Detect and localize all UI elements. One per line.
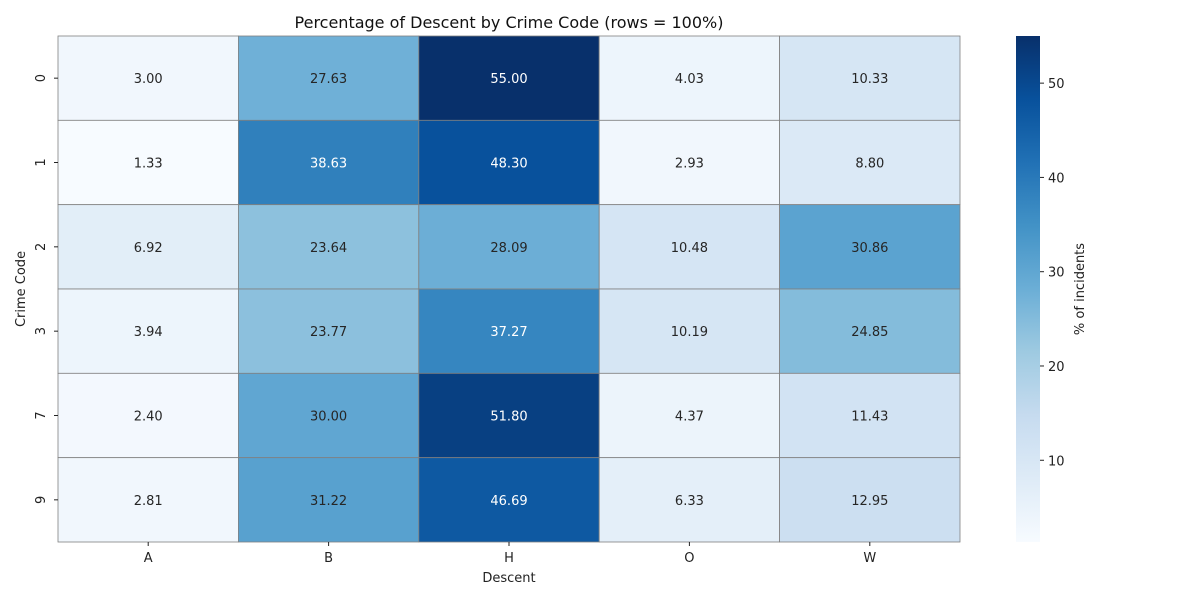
colorbar-gradient xyxy=(1016,36,1040,542)
heatmap-cell xyxy=(779,119,961,206)
y-tick-label: 0 xyxy=(34,74,49,82)
heatmap-cells: 3.00 27.63 55.00 4.03 10.33 1.33 38.63 48.30 2.9… xyxy=(57,35,961,543)
colorbar-tick-label: 20 xyxy=(1048,360,1065,375)
heatmap-cell xyxy=(418,204,600,290)
cell-value-label: 30.86 xyxy=(851,241,888,256)
cell-value-label: 4.37 xyxy=(675,410,704,425)
cell-value-label: 23.77 xyxy=(310,325,347,340)
cell-value-label: 31.22 xyxy=(310,494,347,509)
x-tick-label: B xyxy=(324,551,333,566)
cell-value-label: 30.00 xyxy=(310,410,347,425)
cell-value-label: 2.93 xyxy=(675,157,704,172)
cell-value-label: 2.40 xyxy=(134,410,163,425)
heatmap-cell xyxy=(237,457,420,543)
colorbar-tick-label: 40 xyxy=(1048,171,1065,186)
y-tick-label: 1 xyxy=(34,158,49,166)
cell-value-label: 10.19 xyxy=(671,325,708,340)
x-tick-label: O xyxy=(684,551,694,566)
y-axis-label: Crime Code xyxy=(14,251,29,327)
heatmap-cell xyxy=(418,372,600,459)
x-axis-label: Descent xyxy=(482,571,535,586)
y-tick-label: 9 xyxy=(34,496,49,504)
cell-value-label: 38.63 xyxy=(310,157,347,172)
heatmap-cell xyxy=(237,288,420,374)
cell-value-label: 12.95 xyxy=(851,494,888,509)
heatmap-cell xyxy=(57,35,239,121)
heatmap-cell xyxy=(779,204,961,290)
heatmap-cell xyxy=(57,119,239,206)
heatmap-cell xyxy=(598,288,781,374)
cell-value-label: 6.92 xyxy=(134,241,163,256)
x-tick-label: H xyxy=(504,551,514,566)
heatmap-cell xyxy=(57,372,239,459)
colorbar-tick-label: 10 xyxy=(1048,454,1065,469)
colorbar: 10 20 30 40 50 xyxy=(1016,36,1065,542)
heatmap-cell xyxy=(779,457,961,543)
cell-value-label: 46.69 xyxy=(490,494,527,509)
cell-value-label: 4.03 xyxy=(675,72,704,87)
heatmap-cell xyxy=(418,288,600,374)
heatmap-cell xyxy=(779,288,961,374)
heatmap-cell xyxy=(418,119,600,206)
cell-value-label: 6.33 xyxy=(675,494,704,509)
heatmap-cell xyxy=(418,457,600,543)
cell-value-label: 37.27 xyxy=(490,325,527,340)
heatmap-cell xyxy=(237,204,420,290)
heatmap-cell xyxy=(237,35,420,121)
cell-value-label: 2.81 xyxy=(134,494,163,509)
cell-value-label: 51.80 xyxy=(490,410,527,425)
heatmap-cell xyxy=(418,35,600,121)
cell-value-label: 55.00 xyxy=(490,72,527,87)
cell-value-label: 48.30 xyxy=(490,157,527,172)
cell-value-label: 3.94 xyxy=(134,325,163,340)
cell-value-label: 24.85 xyxy=(851,325,888,340)
chart-title: Percentage of Descent by Crime Code (row… xyxy=(295,13,724,32)
heatmap-cell xyxy=(237,119,420,206)
y-tick-label: 3 xyxy=(34,327,49,335)
colorbar-tick-label: 30 xyxy=(1048,266,1065,281)
cell-value-label: 1.33 xyxy=(134,157,163,172)
heatmap-cell xyxy=(779,35,961,121)
cell-value-label: 28.09 xyxy=(490,241,527,256)
cell-value-label: 10.33 xyxy=(851,72,888,87)
heatmap-cell xyxy=(779,372,961,459)
heatmap-cell xyxy=(598,457,781,543)
heatmap-cell xyxy=(237,372,420,459)
cell-value-label: 3.00 xyxy=(134,72,163,87)
cell-value-label: 27.63 xyxy=(310,72,347,87)
cell-value-label: 23.64 xyxy=(310,241,347,256)
x-tick-label: W xyxy=(863,551,876,566)
y-tick-label: 2 xyxy=(34,243,49,251)
x-tick-label: A xyxy=(144,551,153,566)
y-tick-label: 7 xyxy=(34,411,49,419)
heatmap-cell xyxy=(598,204,781,290)
cell-value-label: 8.80 xyxy=(855,157,884,172)
heatmap-cell xyxy=(598,35,781,121)
colorbar-tick-label: 50 xyxy=(1048,77,1065,92)
colorbar-label: % of incidents xyxy=(1073,243,1088,335)
y-axis-ticks: 0 1 2 3 7 9 xyxy=(34,74,58,504)
cell-value-label: 10.48 xyxy=(671,241,708,256)
cell-value-label: 11.43 xyxy=(851,410,888,425)
